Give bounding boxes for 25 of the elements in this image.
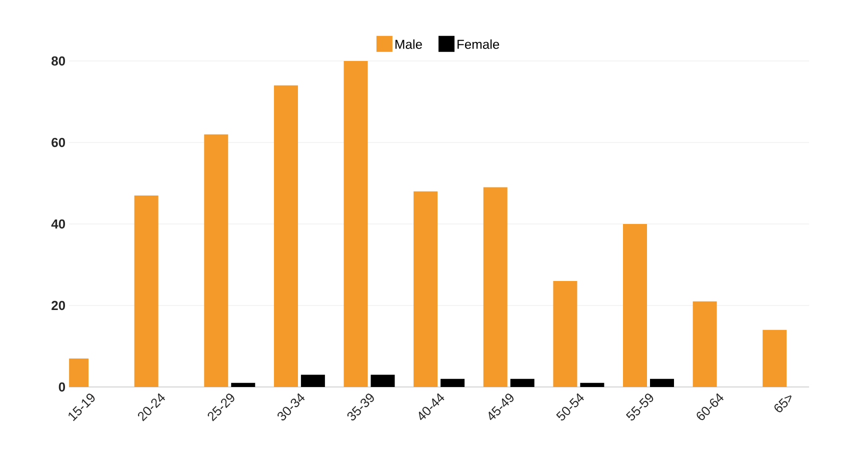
bar bbox=[510, 378, 534, 387]
bar bbox=[274, 85, 298, 387]
bar bbox=[692, 301, 717, 387]
legend-label: Female bbox=[458, 39, 500, 49]
y-tick-label: 80 bbox=[52, 56, 66, 66]
bar bbox=[414, 191, 438, 387]
y-tick-label: 20 bbox=[52, 300, 66, 310]
bar bbox=[134, 195, 158, 387]
bar bbox=[623, 224, 647, 387]
bar bbox=[231, 382, 256, 387]
bar bbox=[650, 378, 674, 387]
bar bbox=[580, 382, 604, 387]
bar bbox=[553, 281, 578, 387]
y-tick-label: 60 bbox=[52, 138, 66, 148]
bar bbox=[370, 374, 395, 387]
bar bbox=[762, 330, 787, 387]
bar bbox=[344, 60, 368, 387]
y-tick-label: 0 bbox=[58, 382, 66, 392]
bar bbox=[440, 378, 465, 387]
x-tick-label: 65> bbox=[774, 395, 792, 412]
bar bbox=[483, 187, 508, 387]
legend-label: Male bbox=[396, 39, 422, 49]
bar bbox=[204, 134, 228, 387]
y-tick-label: 40 bbox=[51, 219, 66, 229]
bar bbox=[300, 374, 325, 387]
